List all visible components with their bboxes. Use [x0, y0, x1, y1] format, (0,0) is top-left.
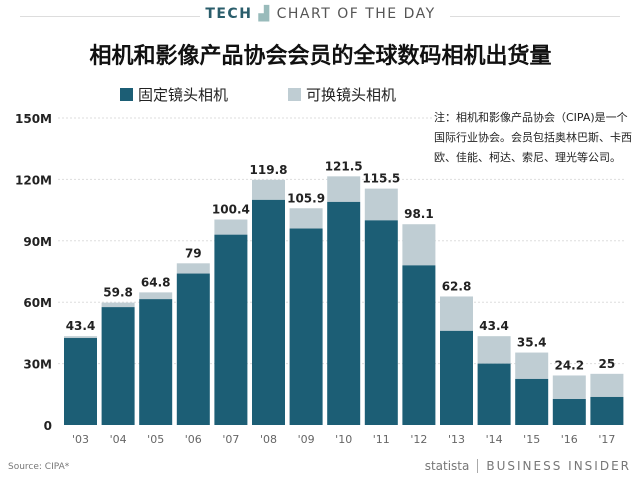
bar-interchangeable: [289, 208, 323, 229]
bar-interchangeable: [402, 224, 436, 266]
bar-interchangeable: [440, 296, 473, 331]
x-tick-label: '10: [335, 433, 352, 446]
bar-interchangeable: [64, 336, 97, 339]
tech-label: TECH: [205, 6, 253, 22]
x-tick-label: '16: [561, 433, 578, 446]
bar-interchangeable: [214, 219, 248, 235]
bar-interchangeable: [590, 373, 624, 397]
bar-icon: ▟: [258, 6, 271, 22]
bar-interchangeable: [327, 176, 361, 202]
total-label: 79: [185, 246, 202, 260]
total-label: 43.4: [66, 319, 96, 333]
bar-fixed: [252, 199, 285, 425]
bar-fixed: [552, 399, 586, 425]
bar-fixed: [327, 201, 361, 425]
total-label: 43.4: [479, 319, 509, 333]
y-tick-label: 90M: [23, 235, 52, 249]
total-label: 119.8: [250, 163, 288, 177]
business-insider-logo: BUSINESS INSIDER: [486, 459, 631, 473]
x-tick-label: '14: [486, 433, 503, 446]
bar-interchangeable: [552, 375, 586, 400]
x-tick-label: '07: [222, 433, 239, 446]
brand: statista BUSINESS INSIDER: [424, 459, 631, 473]
bar-interchangeable: [101, 302, 135, 308]
x-tick-label: '03: [72, 433, 89, 446]
legend-item-interchangeable: 可换镜头相机: [288, 84, 396, 105]
header: TECH ▟ CHART OF THE DAY: [0, 6, 641, 22]
bar-fixed: [477, 363, 511, 425]
divider: [20, 16, 200, 17]
x-tick-label: '04: [110, 433, 127, 446]
total-label: 105.9: [287, 191, 325, 205]
y-tick-label: 150M: [15, 112, 52, 126]
total-label: 24.2: [554, 358, 584, 372]
bar-interchangeable: [515, 352, 549, 379]
total-label: 62.8: [442, 279, 472, 293]
bar-fixed: [176, 273, 210, 425]
chart-of-day-label: CHART OF THE DAY: [276, 6, 436, 22]
total-label: 98.1: [404, 207, 434, 221]
y-tick-label: 60M: [23, 296, 52, 310]
y-tick-label: 0: [44, 419, 52, 433]
total-label: 115.5: [362, 172, 400, 186]
bar-fixed: [402, 265, 436, 425]
x-tick-label: '17: [598, 433, 615, 446]
total-label: 64.8: [141, 275, 171, 289]
y-tick-label: 30M: [23, 358, 52, 372]
bar-interchangeable: [176, 263, 210, 274]
legend-item-fixed: 固定镜头相机: [120, 84, 228, 105]
total-label: 59.8: [103, 286, 133, 300]
bar-fixed: [139, 299, 173, 425]
bar-fixed: [515, 378, 549, 425]
statista-logo: statista: [424, 459, 479, 473]
bar-interchangeable: [364, 188, 398, 221]
legend: 固定镜头相机 可换镜头相机: [120, 84, 396, 105]
legend-swatch: [120, 88, 133, 101]
x-tick-label: '13: [448, 433, 465, 446]
chart-title: 相机和影像产品协会会员的全球数码相机出货量: [89, 44, 552, 69]
total-label: 100.4: [212, 203, 250, 217]
x-tick-label: '11: [373, 433, 390, 446]
legend-label: 固定镜头相机: [138, 86, 229, 104]
x-tick-label: '08: [260, 433, 277, 446]
y-tick-label: 120M: [15, 173, 52, 187]
total-label: 25: [599, 357, 616, 371]
legend-label: 可换镜头相机: [306, 86, 397, 104]
total-label: 121.5: [325, 159, 363, 173]
legend-swatch: [288, 88, 302, 101]
bar-fixed: [440, 330, 473, 425]
x-tick-label: '15: [523, 433, 540, 446]
note: 注：相机和影像产品协会（CIPA)是一个国际行业协会。会员包括奥林巴斯、卡西欧、…: [434, 108, 634, 168]
bar-fixed: [590, 396, 624, 425]
x-tick-label: '06: [185, 433, 202, 446]
bar-fixed: [214, 234, 248, 425]
total-label: 35.4: [517, 336, 547, 350]
bar-fixed: [101, 307, 135, 425]
x-tick-label: '05: [147, 433, 164, 446]
source: Source: CIPA*: [8, 462, 70, 472]
bar-fixed: [289, 228, 323, 425]
x-tick-label: '12: [410, 433, 427, 446]
bar-interchangeable: [252, 179, 285, 200]
bar-interchangeable: [477, 336, 511, 364]
x-tick-label: '09: [298, 433, 315, 446]
bar-fixed: [64, 338, 97, 425]
bar-interchangeable: [139, 292, 173, 300]
bar-fixed: [364, 220, 398, 425]
divider: [450, 16, 620, 17]
